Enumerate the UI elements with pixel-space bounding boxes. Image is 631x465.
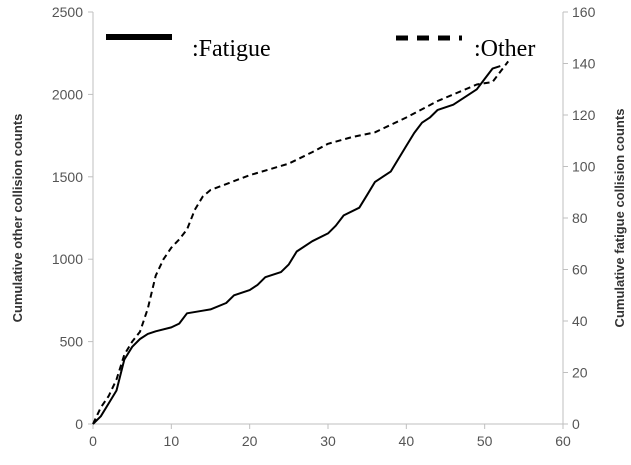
y-right-tick-label: 20 — [572, 365, 588, 381]
x-tick-label: 60 — [555, 433, 571, 449]
y-right-tick-label: 60 — [572, 262, 588, 278]
y-right-tick-label: 100 — [572, 159, 596, 175]
y-right-tick-label: 40 — [572, 313, 588, 329]
series-line-fatigue — [92, 65, 501, 425]
x-tick-label: 20 — [242, 433, 258, 449]
y-left-tick-label: 500 — [60, 334, 84, 350]
y-right-tick-label: 0 — [572, 416, 580, 432]
x-tick-label: 0 — [89, 433, 97, 449]
legend-label-fatigue: :Fatigue — [192, 36, 271, 62]
y-right-tick-label: 80 — [572, 210, 588, 226]
y-left-tick-label: 1000 — [52, 251, 83, 267]
axes: 0 10 20 30 40 50 60050010001500200025000204060… — [10, 4, 627, 449]
y-left-tick-label: 2500 — [52, 4, 83, 20]
y-right-tick-label: 140 — [572, 56, 596, 72]
y-axis-right-title: Cumulative fatigue collision counts — [612, 109, 627, 328]
series-line-other — [92, 60, 509, 425]
y-left-tick-label: 2000 — [52, 86, 83, 102]
legend: :Fatigue :Other — [106, 34, 535, 62]
x-tick-label: 40 — [399, 433, 415, 449]
y-right-tick-label: 120 — [572, 107, 596, 123]
x-tick-label: 10 — [164, 433, 180, 449]
y-left-tick-label: 1500 — [52, 169, 83, 185]
series-group — [92, 60, 509, 425]
y-axis-left-title: Cumulative other collision counts — [10, 114, 25, 323]
y-right-tick-label: 160 — [572, 4, 596, 20]
x-tick-label: 30 — [320, 433, 336, 449]
y-left-tick-label: 0 — [75, 416, 83, 432]
legend-label-other: :Other — [474, 36, 535, 62]
legend-swatch-fatigue — [106, 34, 172, 40]
x-tick-label: 50 — [477, 433, 493, 449]
